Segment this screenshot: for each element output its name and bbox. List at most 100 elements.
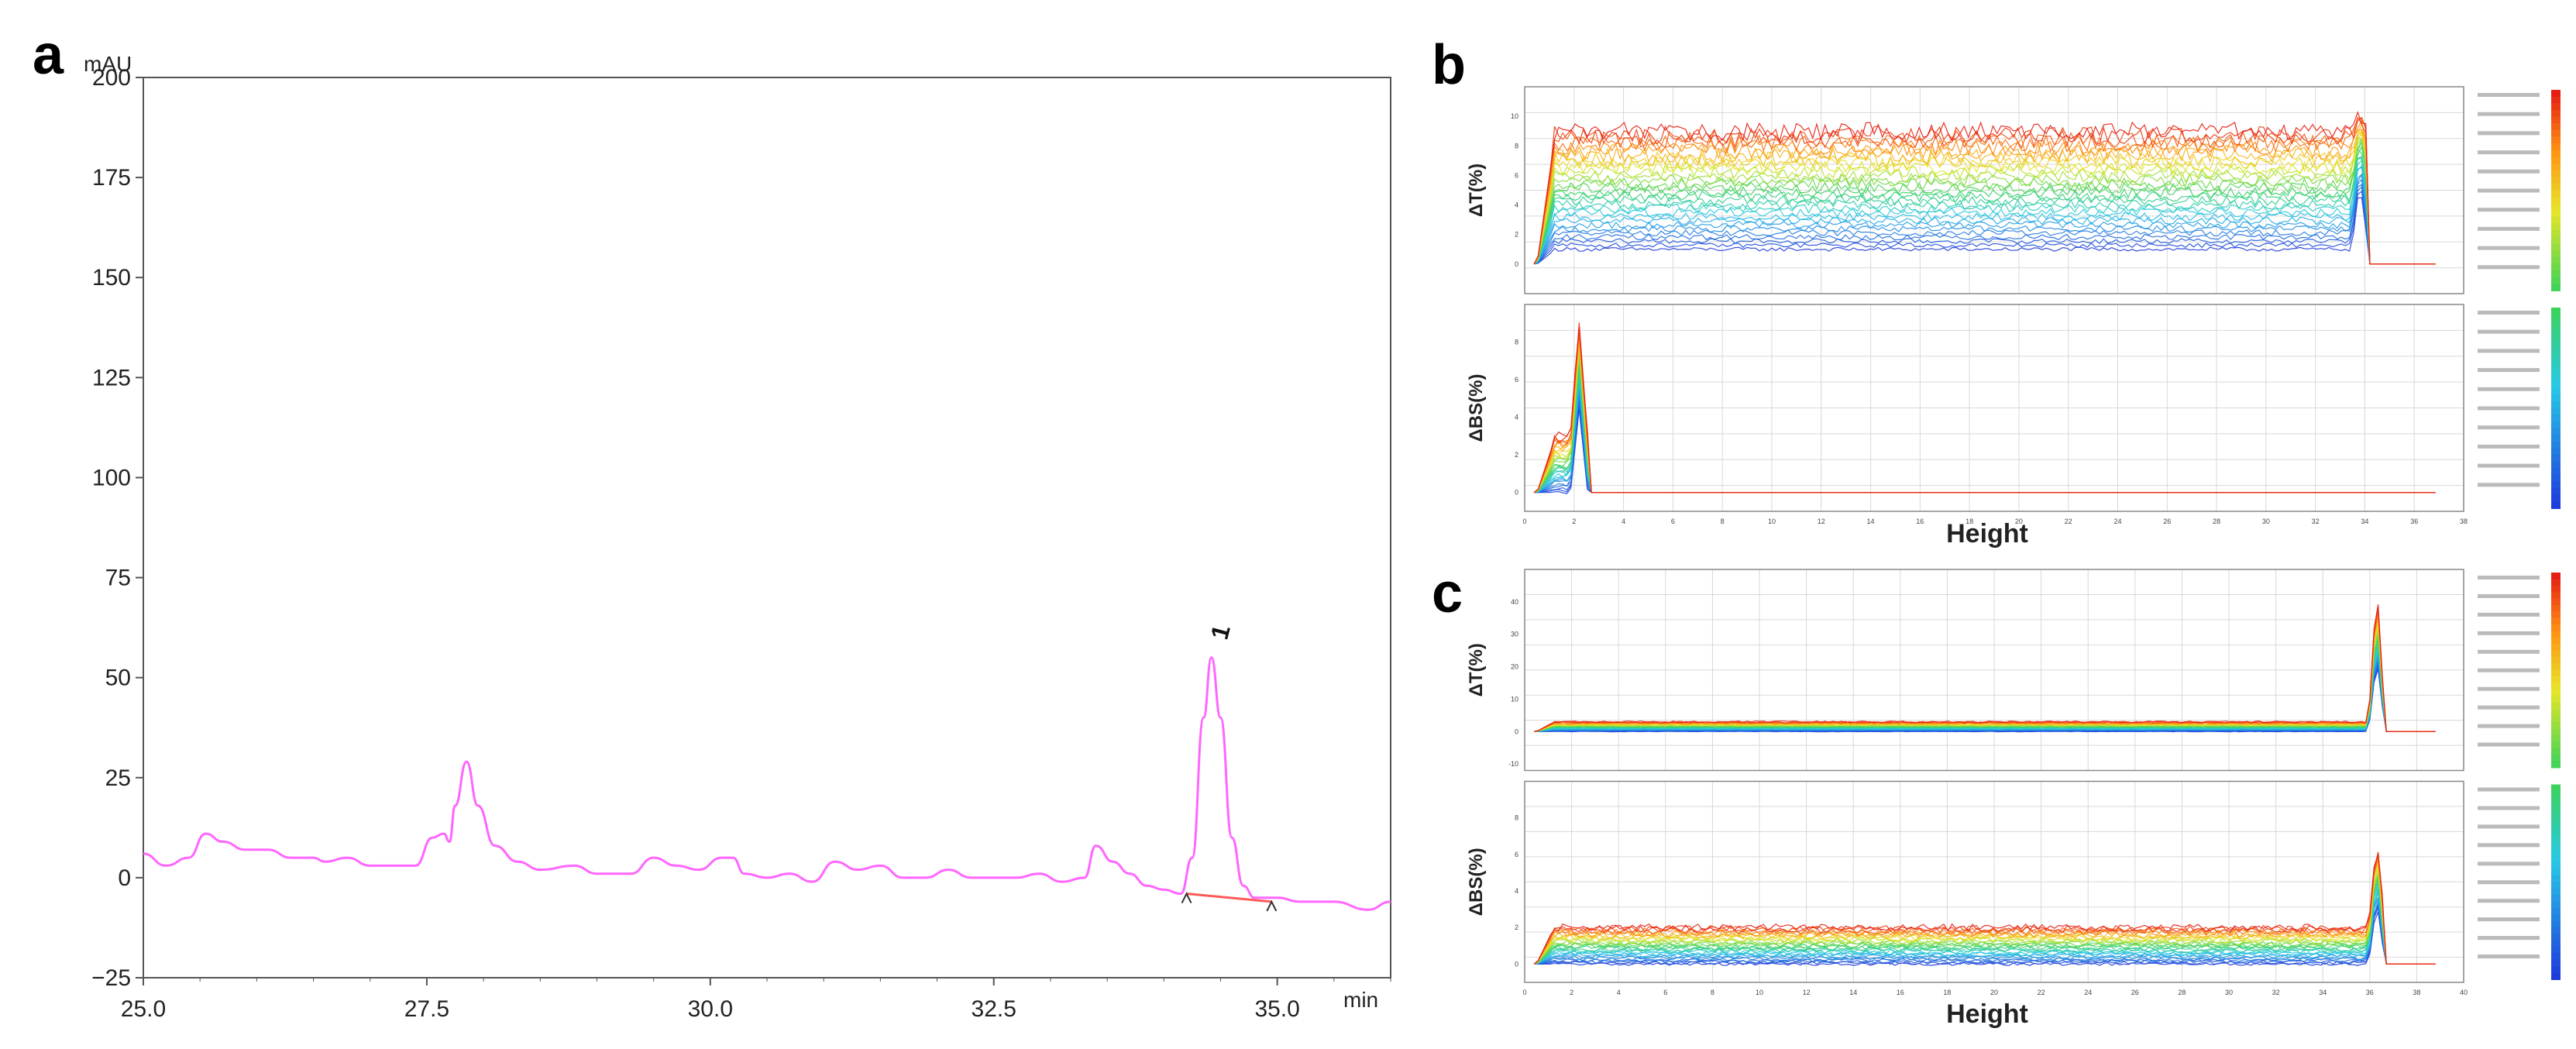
legend-entry — [2478, 425, 2540, 430]
series-curve — [1533, 190, 2436, 265]
series-curve — [1533, 185, 2436, 265]
legend-entry — [2478, 843, 2540, 848]
legend-swatch — [2551, 263, 2561, 272]
series-curve — [1533, 327, 2436, 494]
x-tick-label: 8 — [1721, 518, 1725, 525]
legend-swatch — [2551, 702, 2561, 710]
x-axis-unit-label: min — [1343, 988, 1378, 1012]
legend-swatch — [2551, 901, 2561, 909]
legend-swatch — [2551, 109, 2561, 118]
series-curve — [1533, 387, 2436, 494]
x-tick-label: 2 — [1572, 518, 1576, 525]
legend-entry — [2478, 936, 2540, 941]
series-curve — [1534, 661, 2436, 732]
x-tick-label: 32 — [2272, 989, 2280, 996]
x-tick-label: 10 — [1768, 518, 1776, 525]
series-curve — [1533, 619, 2436, 732]
x-tick-label: 20 — [1990, 989, 1998, 996]
legend-entry — [2478, 368, 2540, 373]
legend-swatch — [2551, 421, 2561, 429]
legend-swatch — [2551, 849, 2561, 857]
series-curve — [1533, 617, 2436, 732]
series-curve — [1533, 342, 2436, 494]
y-axis-label: ΔT(%) — [1466, 643, 1487, 696]
y-tick-label: 8 — [1515, 814, 1518, 822]
legend-swatch — [2551, 374, 2561, 382]
legend-entry — [2478, 311, 2540, 315]
legend-swatch — [2551, 741, 2561, 749]
legend-swatch — [2551, 817, 2561, 824]
x-tick-label: 16 — [1916, 518, 1924, 525]
series-curve — [1533, 379, 2436, 494]
y-tick-label: 50 — [105, 666, 131, 691]
series-curve — [1533, 197, 2436, 265]
legend-swatch — [2551, 217, 2561, 225]
y-tick-label: 4 — [1515, 201, 1518, 209]
y-tick-label: 6 — [1515, 171, 1518, 179]
y-tick-label: 0 — [118, 865, 131, 891]
legend-swatch — [2551, 380, 2561, 389]
legend-swatch — [2551, 163, 2561, 171]
legend-swatch — [2551, 387, 2561, 396]
x-tick-label: 10 — [1756, 989, 1763, 996]
series-curve — [1533, 870, 2436, 965]
legend-entry — [2478, 612, 2540, 617]
legend-swatch — [2551, 663, 2561, 671]
series-curve — [1534, 643, 2436, 732]
series-curve — [1534, 652, 2436, 732]
legend-swatch — [2551, 314, 2561, 322]
x-tick-label: 38 — [2460, 518, 2468, 525]
legend-swatch — [2551, 868, 2561, 876]
series-curve — [1533, 607, 2436, 732]
legend-swatch — [2551, 947, 2561, 954]
x-tick-label: 26 — [2131, 989, 2139, 996]
series-curve — [1533, 164, 2436, 265]
x-tick-label: 25.0 — [121, 996, 166, 1022]
legend-swatch — [2551, 361, 2561, 369]
legend-swatch — [2551, 394, 2561, 402]
legend-swatch — [2551, 728, 2561, 736]
series-curve — [1533, 366, 2436, 494]
legend-entry — [2478, 112, 2540, 116]
y-tick-label: 10 — [1511, 112, 1518, 120]
series-curve — [1534, 907, 2436, 965]
series-curve — [1533, 156, 2436, 265]
legend-swatch — [2551, 754, 2561, 762]
x-tick-label: 14 — [1867, 518, 1875, 525]
legend-entry — [2478, 593, 2540, 598]
legend-swatch — [2551, 617, 2561, 626]
legend-swatch — [2551, 748, 2561, 755]
legend-entry — [2478, 705, 2540, 710]
legend-swatch — [2551, 190, 2561, 198]
series-curve — [1533, 338, 2436, 494]
legend-entry — [2478, 463, 2540, 468]
legend-swatch — [2551, 592, 2561, 600]
legend-swatch — [2551, 810, 2561, 818]
legend-swatch — [2551, 656, 2561, 665]
legend-swatch — [2551, 223, 2561, 232]
legend-swatch — [2551, 715, 2561, 723]
legend-swatch — [2551, 734, 2561, 742]
series-curve — [1534, 405, 2436, 494]
x-tick-label: 27.5 — [404, 996, 449, 1022]
legend-entry — [2478, 131, 2540, 136]
y-tick-label: 150 — [92, 265, 131, 291]
series-curve — [1533, 184, 2436, 265]
x-tick-label: 22 — [2065, 518, 2072, 525]
x-tick-label: 12 — [1818, 518, 1825, 525]
legend-swatch — [2551, 573, 2561, 580]
legend-entry — [2478, 954, 2540, 959]
legend-entry — [2478, 406, 2540, 411]
legend-swatch — [2551, 959, 2561, 968]
y-axis-label: ΔBS(%) — [1466, 848, 1487, 916]
legend-swatch — [2551, 637, 2561, 645]
legend-swatch — [2551, 501, 2561, 509]
legend-swatch — [2551, 210, 2561, 218]
chromatogram-line — [143, 656, 1391, 911]
y-axis-label: ΔT(%) — [1466, 163, 1487, 217]
legend-swatch — [2551, 170, 2561, 178]
x-tick-label: 22 — [2038, 989, 2045, 996]
series-curve — [1533, 158, 2436, 265]
legend-entry — [2478, 329, 2540, 334]
legend-swatch — [2551, 579, 2561, 586]
